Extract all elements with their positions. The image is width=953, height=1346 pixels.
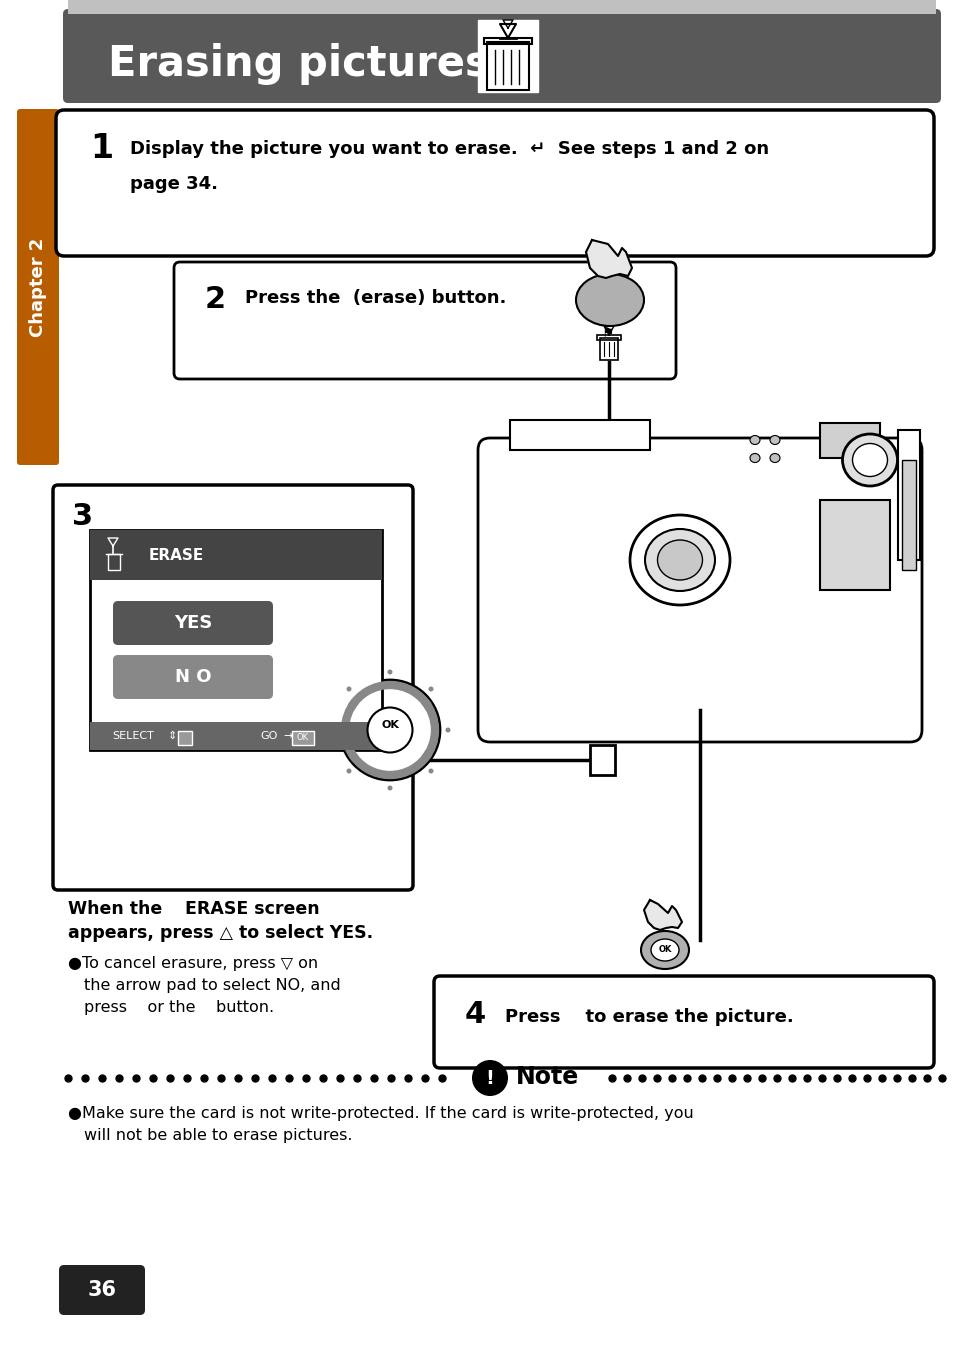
- Text: ●Make sure the card is not write-protected. If the card is write-protected, you: ●Make sure the card is not write-protect…: [68, 1106, 693, 1121]
- Ellipse shape: [769, 454, 780, 463]
- FancyBboxPatch shape: [53, 485, 413, 890]
- FancyBboxPatch shape: [112, 656, 273, 699]
- Bar: [589, 744, 615, 775]
- Text: SELECT: SELECT: [112, 731, 153, 742]
- Text: Display the picture you want to erase.  ↵  See steps 1 and 2 on: Display the picture you want to erase. ↵…: [130, 140, 768, 157]
- Bar: [178, 731, 192, 744]
- Text: OK: OK: [296, 734, 309, 743]
- FancyBboxPatch shape: [17, 109, 59, 464]
- Text: ●To cancel erasure, press ▽ on: ●To cancel erasure, press ▽ on: [68, 956, 317, 970]
- Bar: [90, 530, 381, 580]
- Text: !: !: [485, 1069, 494, 1088]
- Text: 4: 4: [464, 1000, 486, 1028]
- Text: OK: OK: [658, 945, 671, 954]
- Polygon shape: [643, 900, 681, 930]
- FancyBboxPatch shape: [477, 437, 921, 742]
- Ellipse shape: [428, 769, 433, 774]
- Text: appears, press △ to select YES.: appears, press △ to select YES.: [68, 923, 373, 942]
- Ellipse shape: [841, 433, 897, 486]
- Ellipse shape: [749, 454, 760, 463]
- Text: When the: When the: [68, 900, 162, 918]
- Ellipse shape: [769, 436, 780, 444]
- Ellipse shape: [472, 1061, 507, 1096]
- Ellipse shape: [387, 669, 392, 674]
- Text: ⬛: ⬛: [505, 55, 510, 62]
- Bar: [820, 423, 879, 458]
- Bar: [897, 429, 919, 560]
- Ellipse shape: [749, 436, 760, 444]
- Text: →: →: [283, 731, 292, 742]
- Text: N O: N O: [174, 668, 211, 686]
- Bar: [901, 460, 915, 569]
- Ellipse shape: [640, 931, 688, 969]
- Bar: [486, 42, 529, 90]
- Text: Press    to erase the picture.: Press to erase the picture.: [504, 1008, 793, 1026]
- Text: will not be able to erase pictures.: will not be able to erase pictures.: [84, 1128, 352, 1143]
- FancyBboxPatch shape: [59, 1265, 145, 1315]
- Ellipse shape: [346, 686, 351, 692]
- FancyBboxPatch shape: [434, 976, 933, 1067]
- Text: ⚑: ⚑: [601, 326, 614, 341]
- Bar: [510, 420, 649, 450]
- Ellipse shape: [339, 680, 439, 779]
- Ellipse shape: [428, 686, 433, 692]
- Ellipse shape: [629, 516, 729, 604]
- Bar: [477, 20, 537, 92]
- Text: 36: 36: [88, 1280, 116, 1300]
- Text: GO: GO: [260, 731, 277, 742]
- Text: 2: 2: [205, 285, 226, 314]
- Ellipse shape: [387, 786, 392, 790]
- Bar: [90, 721, 381, 750]
- Text: 1: 1: [90, 132, 113, 166]
- Ellipse shape: [329, 727, 335, 732]
- Bar: [597, 335, 620, 341]
- Text: Erasing pictures: Erasing pictures: [108, 43, 489, 85]
- Text: ERASE: ERASE: [149, 548, 203, 563]
- Bar: [820, 499, 889, 590]
- Text: OK: OK: [380, 720, 398, 730]
- FancyBboxPatch shape: [173, 262, 676, 380]
- Ellipse shape: [852, 443, 886, 476]
- Text: ERASE screen: ERASE screen: [185, 900, 319, 918]
- Text: 3: 3: [71, 502, 93, 532]
- Text: page 34.: page 34.: [130, 175, 218, 192]
- Text: Note: Note: [516, 1065, 578, 1089]
- Text: Chapter 2: Chapter 2: [29, 237, 47, 336]
- Text: the arrow pad to select NO, and: the arrow pad to select NO, and: [84, 979, 340, 993]
- Ellipse shape: [576, 275, 643, 326]
- Ellipse shape: [367, 708, 412, 752]
- Ellipse shape: [657, 540, 701, 580]
- Ellipse shape: [650, 940, 679, 961]
- Text: Press the  (erase) button.: Press the (erase) button.: [245, 289, 506, 307]
- FancyBboxPatch shape: [56, 110, 933, 256]
- Text: press    or the    button.: press or the button.: [84, 1000, 274, 1015]
- Bar: [90, 530, 381, 750]
- Bar: [68, 0, 935, 13]
- Bar: [483, 38, 532, 44]
- Bar: [108, 555, 120, 569]
- Ellipse shape: [445, 727, 450, 732]
- Polygon shape: [585, 240, 631, 279]
- FancyBboxPatch shape: [112, 602, 273, 645]
- Ellipse shape: [346, 769, 351, 774]
- Text: YES: YES: [173, 614, 212, 633]
- Bar: [292, 731, 314, 744]
- Bar: [599, 338, 618, 359]
- Ellipse shape: [644, 529, 714, 591]
- FancyBboxPatch shape: [63, 9, 940, 104]
- Text: ⇕: ⇕: [168, 731, 177, 742]
